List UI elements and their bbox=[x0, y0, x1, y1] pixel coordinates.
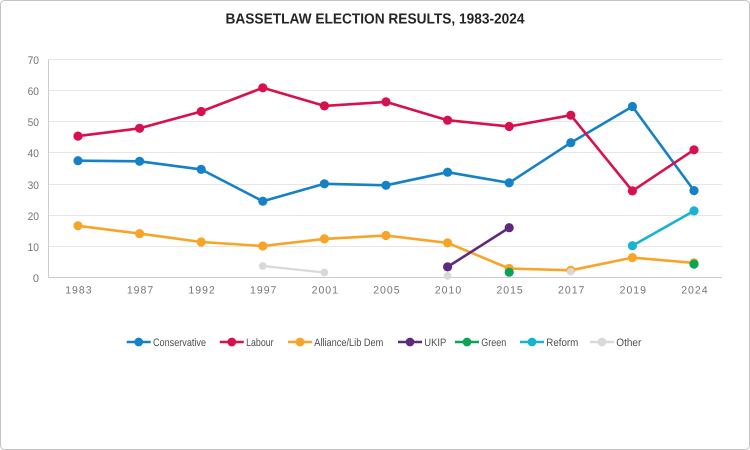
svg-text:2010: 2010 bbox=[435, 285, 462, 297]
svg-text:2001: 2001 bbox=[312, 285, 339, 297]
svg-text:2015: 2015 bbox=[496, 285, 523, 297]
svg-text:50: 50 bbox=[28, 117, 39, 129]
svg-text:2017: 2017 bbox=[558, 285, 585, 297]
svg-text:Conservative: Conservative bbox=[153, 337, 206, 349]
svg-text:30: 30 bbox=[28, 180, 39, 192]
svg-text:2019: 2019 bbox=[620, 285, 647, 297]
svg-text:0: 0 bbox=[33, 273, 39, 285]
svg-text:60: 60 bbox=[28, 86, 39, 98]
svg-text:BASSETLAW ELECTION RESULTS, 19: BASSETLAW ELECTION RESULTS, 1983-2024 bbox=[226, 12, 526, 28]
svg-text:2024: 2024 bbox=[681, 285, 708, 297]
svg-text:2005: 2005 bbox=[373, 285, 400, 297]
svg-text:70: 70 bbox=[28, 55, 39, 67]
svg-text:UKIP: UKIP bbox=[424, 337, 446, 349]
svg-text:Labour: Labour bbox=[246, 337, 274, 349]
svg-text:Reform: Reform bbox=[546, 337, 578, 349]
svg-text:10: 10 bbox=[28, 242, 39, 254]
svg-text:40: 40 bbox=[28, 148, 39, 160]
svg-text:1997: 1997 bbox=[250, 285, 277, 297]
svg-text:Other: Other bbox=[616, 337, 641, 349]
svg-text:1987: 1987 bbox=[127, 285, 154, 297]
svg-text:1992: 1992 bbox=[188, 285, 215, 297]
svg-text:Alliance/Lib Dem: Alliance/Lib Dem bbox=[314, 337, 383, 349]
svg-text:Green: Green bbox=[481, 337, 506, 349]
svg-text:1983: 1983 bbox=[65, 285, 92, 297]
svg-text:20: 20 bbox=[28, 211, 39, 223]
